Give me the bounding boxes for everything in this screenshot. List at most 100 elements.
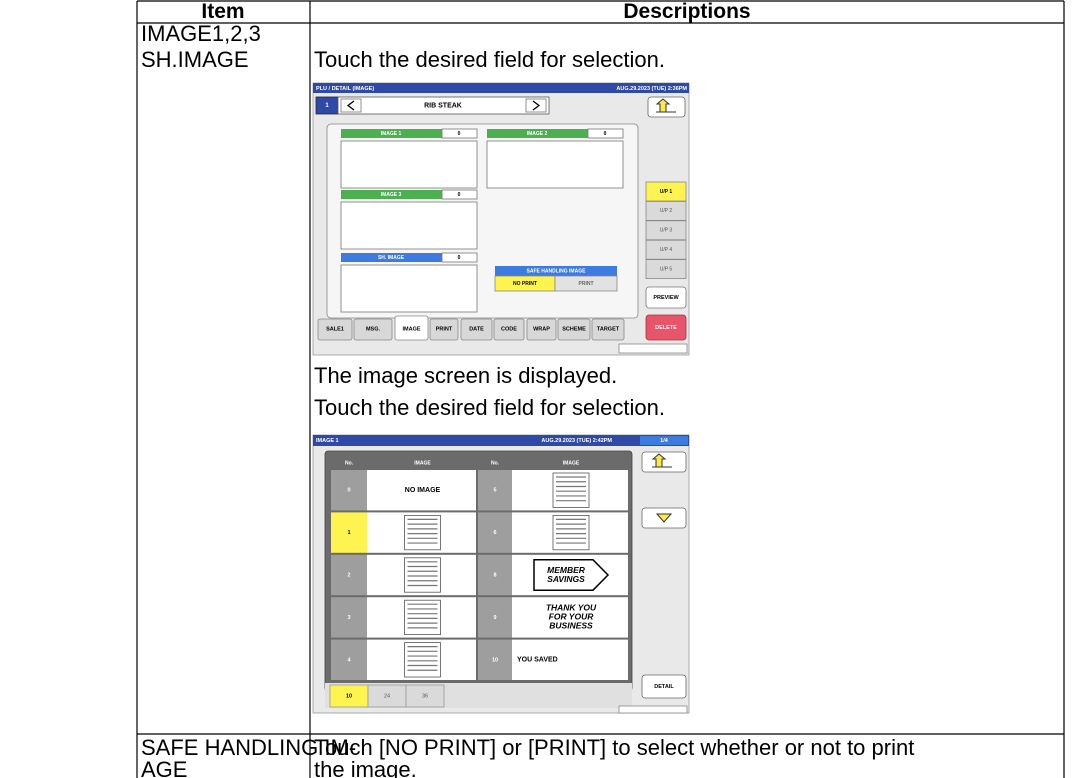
label: U/P 4 — [660, 247, 673, 253]
label: SAFE HANDLING IMAGE — [527, 268, 587, 274]
up-button[interactable] — [645, 200, 687, 221]
field-header[interactable] — [487, 129, 588, 138]
field-image-box[interactable] — [486, 140, 624, 189]
column-header: Descriptions — [623, 0, 750, 23]
label: DELETE — [655, 325, 677, 331]
label: IMAGE — [402, 326, 420, 332]
label: 10 — [346, 693, 352, 699]
number-cell[interactable] — [478, 512, 512, 553]
label: IMAGE — [563, 460, 580, 466]
tab[interactable] — [526, 318, 557, 341]
field-value-box — [587, 128, 624, 139]
number-cell[interactable] — [478, 597, 512, 638]
label: MEMBER — [547, 565, 586, 575]
status-box — [618, 343, 688, 354]
number-cell[interactable] — [331, 512, 367, 553]
image-thumbnail — [404, 557, 441, 593]
description-text: Touch the desired field for selection. — [314, 395, 665, 420]
label: THANK YOU — [546, 603, 597, 613]
field-image-box[interactable] — [340, 264, 478, 313]
label: NO IMAGE — [405, 487, 441, 494]
description-text: The image screen is displayed. — [314, 363, 617, 388]
label: IMAGE 2 — [527, 131, 548, 137]
tab[interactable] — [394, 315, 429, 341]
label: SH. IMAGE — [378, 255, 405, 261]
label: SAVINGS — [547, 574, 585, 584]
label: 5 — [493, 488, 496, 494]
label: SALE1 — [326, 326, 344, 332]
tab[interactable] — [317, 318, 353, 341]
label: U/P 2 — [660, 208, 673, 214]
return-icon — [651, 453, 672, 468]
prev-button[interactable] — [340, 98, 362, 113]
tab[interactable] — [493, 318, 525, 341]
screen-datetime: AUG.29.2023 (TUE) 2:36PM — [616, 86, 687, 92]
screen-title: IMAGE 1 — [316, 438, 339, 444]
field-header[interactable] — [341, 253, 442, 262]
tab[interactable] — [460, 318, 493, 341]
label: 10 — [492, 657, 498, 663]
field-image-box[interactable] — [340, 201, 478, 250]
description-text: Touch [NO PRINT] or [PRINT] to select wh… — [314, 735, 914, 760]
return-button[interactable] — [641, 451, 687, 473]
label: 9 — [493, 615, 496, 621]
next-arrow — [532, 100, 541, 111]
field-value-box — [441, 128, 478, 139]
description-text: Touch the desired field for selection. — [314, 47, 665, 72]
label: 6 — [493, 530, 496, 536]
image-cell[interactable] — [512, 639, 628, 680]
label: IMAGE 1 — [381, 131, 402, 137]
number-cell[interactable] — [331, 554, 367, 596]
label: PREVIEW — [653, 295, 679, 301]
tab[interactable] — [557, 318, 591, 341]
field-value-box — [441, 189, 478, 200]
number-cell[interactable] — [478, 554, 512, 596]
up-button[interactable] — [645, 259, 687, 280]
plu-name-box — [337, 96, 550, 115]
description-text: the image. — [314, 757, 417, 778]
column-header: Item — [201, 0, 244, 23]
item-text: SAFE HANDLING IM- — [141, 735, 356, 760]
number-cell[interactable] — [478, 639, 512, 680]
field-header[interactable] — [341, 129, 442, 138]
field-header[interactable] — [341, 190, 442, 199]
item-text: IMAGE1,2,3 — [141, 21, 261, 46]
image-cell[interactable] — [367, 470, 476, 511]
delete-button[interactable] — [645, 314, 687, 341]
label: IMAGE — [414, 460, 431, 466]
number-cell[interactable] — [331, 470, 367, 511]
number-cell[interactable] — [331, 597, 367, 638]
page-box — [640, 436, 688, 445]
number-cell[interactable] — [331, 639, 367, 680]
image-thumbnail — [552, 472, 590, 508]
label: 4 — [347, 657, 351, 663]
label: 1 — [325, 103, 329, 109]
screen-title: PLU / DETAIL (IMAGE) — [316, 86, 374, 92]
label: 1/4 — [660, 438, 669, 444]
item-text: AGE — [141, 757, 187, 778]
label: 0 — [458, 131, 461, 137]
return-icon — [655, 98, 676, 113]
option-button[interactable] — [554, 275, 618, 292]
status-box — [618, 705, 688, 714]
field-value-box — [441, 252, 478, 263]
screen-datetime: AUG.29.2023 (TUE) 2:42PM — [541, 438, 612, 444]
label: 3 — [347, 615, 350, 621]
field-image-box[interactable] — [340, 140, 478, 189]
page-size-button[interactable] — [405, 684, 445, 708]
preview-button[interactable] — [645, 286, 687, 309]
title-bar — [313, 435, 689, 446]
next-button[interactable] — [525, 98, 547, 113]
tab[interactable] — [429, 318, 459, 341]
tab[interactable] — [591, 318, 625, 341]
number-cell[interactable] — [478, 470, 512, 511]
detail-button[interactable] — [641, 674, 687, 699]
image-thumbnail — [404, 515, 441, 551]
label: CODE — [501, 326, 517, 332]
image-cell[interactable] — [512, 597, 628, 638]
label: 0 — [458, 192, 461, 198]
tab[interactable] — [353, 318, 393, 341]
label: BUSINESS — [549, 621, 593, 631]
image-arrow — [533, 559, 610, 591]
